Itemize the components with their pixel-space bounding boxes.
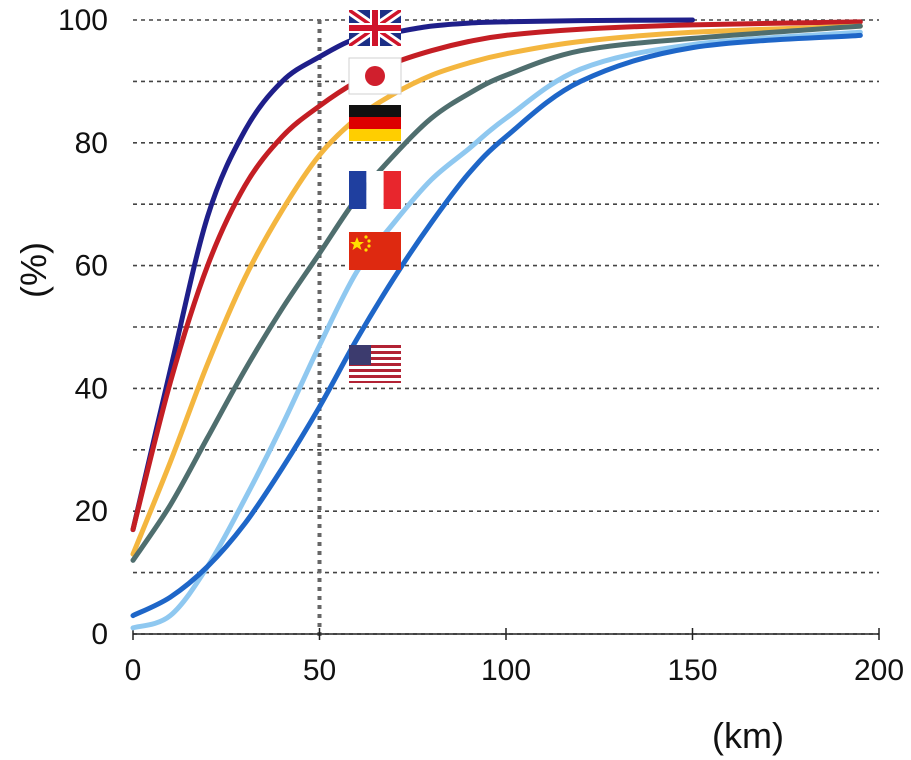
x-tick-label: 100	[481, 654, 531, 687]
germany-flag-icon	[349, 105, 401, 141]
china-flag-icon	[349, 232, 401, 270]
series-line	[130, 32, 863, 619]
x-tick-label: 150	[667, 654, 717, 687]
uk-flag-icon	[349, 10, 401, 46]
x-tick-label: 50	[303, 654, 336, 687]
x-tick-label: 0	[125, 654, 142, 687]
y-tick-label: 100	[58, 4, 108, 37]
x-axis-label: (km)	[712, 715, 784, 756]
series-line	[130, 23, 863, 557]
japan-flag-icon	[348, 57, 402, 95]
series-lines	[130, 17, 863, 631]
series-line	[130, 19, 863, 533]
y-tick-label: 0	[91, 618, 108, 651]
flag-legend	[348, 10, 402, 383]
series-line	[130, 17, 695, 533]
x-tick-label: 200	[854, 654, 904, 687]
y-tick-label: 80	[75, 127, 108, 160]
y-axis-label: (%)	[13, 242, 54, 298]
y-tick-label: 40	[75, 372, 108, 405]
series-line	[130, 29, 863, 631]
y-tick-label: 60	[75, 250, 108, 283]
usa-flag-icon	[349, 345, 401, 383]
axes: 0 50 100 150 200 0 20 40 60 80 100	[58, 4, 904, 687]
france-flag-icon	[349, 171, 401, 209]
y-tick-label: 20	[75, 495, 108, 528]
grid-lines	[133, 19, 879, 635]
series-line	[130, 23, 863, 563]
